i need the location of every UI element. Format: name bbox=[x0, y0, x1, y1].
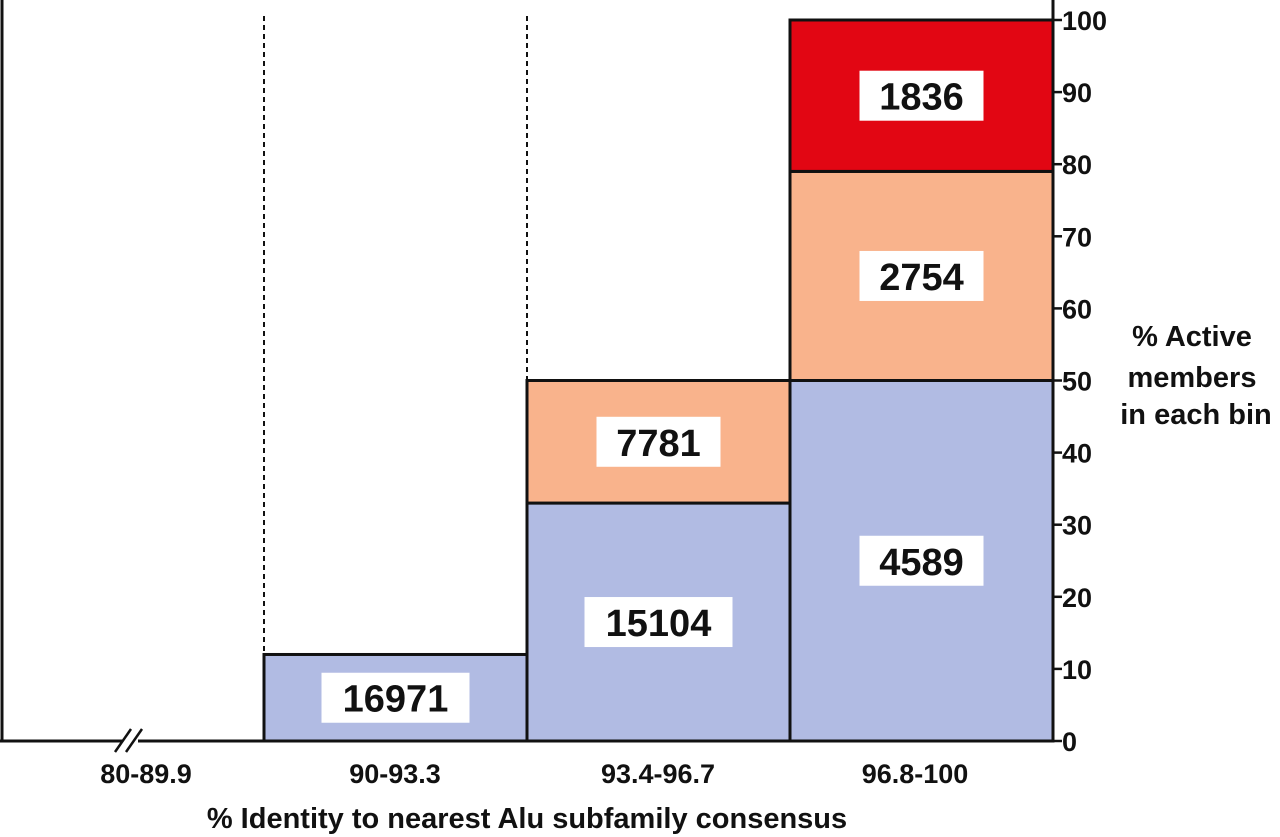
y-tick-label: 70 bbox=[1062, 222, 1092, 252]
divider-lines bbox=[263, 16, 528, 655]
x-category-label: 90-93.3 bbox=[349, 759, 441, 789]
axes bbox=[0, 0, 1055, 753]
count-label: 4589 bbox=[879, 542, 964, 584]
y-tick-label: 10 bbox=[1062, 655, 1092, 685]
x-category-label: 96.8-100 bbox=[862, 759, 969, 789]
count-label: 7781 bbox=[616, 423, 701, 465]
y-axis-ticks: 0 10 20 30 40 50 60 70 80 90 100 bbox=[1053, 6, 1107, 757]
x-category-label: 93.4-96.7 bbox=[601, 759, 715, 789]
y-tick-label: 100 bbox=[1062, 6, 1107, 36]
x-axis-title: % Identity to nearest Alu subfamily cons… bbox=[207, 803, 847, 835]
y-axis-title: % Active members in each bin bbox=[1120, 321, 1271, 431]
count-label: 2754 bbox=[879, 257, 964, 299]
axis-break-mark bbox=[113, 728, 133, 753]
y-axis-title-line-2: members bbox=[1127, 362, 1256, 394]
count-label-box bbox=[859, 535, 984, 586]
count-label: 15104 bbox=[606, 603, 712, 645]
count-label-box bbox=[596, 416, 721, 467]
axis-break-mark bbox=[124, 728, 144, 753]
count-label-box bbox=[584, 597, 733, 648]
x-axis-categories: 80-89.9 90-93.3 93.4-96.7 96.8-100 bbox=[100, 759, 968, 789]
y-tick-label: 80 bbox=[1062, 150, 1092, 180]
y-axis-title-line-3: in each bin bbox=[1120, 399, 1271, 431]
y-tick-label: 40 bbox=[1062, 439, 1092, 469]
y-axis-title-line-1: % Active bbox=[1132, 321, 1252, 353]
count-label-box bbox=[859, 250, 984, 301]
y-tick-label: 20 bbox=[1062, 583, 1092, 613]
count-label: 16971 bbox=[343, 679, 449, 721]
count-label-box bbox=[321, 672, 470, 723]
y-tick-label: 90 bbox=[1062, 78, 1092, 108]
count-label: 1836 bbox=[879, 77, 964, 119]
y-tick-label: 0 bbox=[1062, 727, 1077, 757]
y-tick-label: 60 bbox=[1062, 294, 1092, 324]
bins-layer: 16971 15104 7781 4589 2754 1836 bbox=[262, 18, 1055, 743]
y-tick-label: 30 bbox=[1062, 511, 1092, 541]
count-label-box bbox=[859, 70, 984, 121]
x-category-label: 80-89.9 bbox=[100, 759, 192, 789]
y-tick-label: 50 bbox=[1062, 367, 1092, 397]
